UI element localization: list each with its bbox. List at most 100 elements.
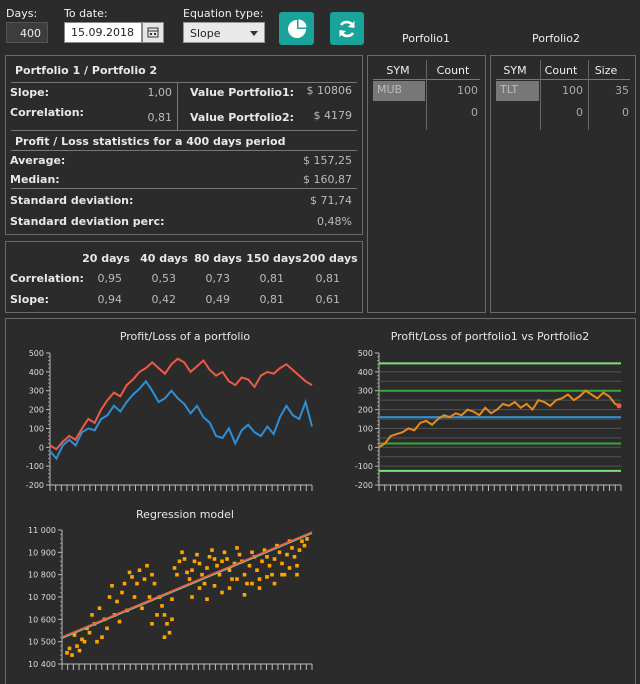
period-correlation-cell: 0,73 [205,272,231,285]
scatter-point [150,572,154,577]
std-perc-label: Standard deviation perc: [10,215,165,228]
period-header: 40 days [140,252,188,265]
period-correlation-cell: 0,81 [315,272,341,285]
days-input[interactable]: 400 [6,22,48,43]
to-date-input[interactable]: 15.09.2018 [64,22,142,43]
period-slope-cell: 0,94 [97,293,123,306]
p2-row-size[interactable]: 0 [622,106,629,119]
scatter-point [207,555,212,559]
y-tick-label: 10 900 [28,548,56,557]
scatter-point [242,572,247,577]
scatter-point [97,606,102,610]
scatter-point [65,651,69,655]
refresh-button[interactable] [330,12,364,45]
chart3-title: Regression model [136,508,234,521]
scatter-point [190,595,194,599]
summary-title: Portfolio 1 / Portfolio 2 [15,64,158,77]
scatter-point [105,626,109,631]
scatter-point [270,572,274,577]
p2-row-size[interactable]: 35 [615,84,629,97]
scatter-point [77,648,82,653]
scatter-point [127,570,132,575]
scatter-point [290,546,294,550]
std-value: $ 71,74 [310,194,352,207]
calendar-button[interactable] [142,22,164,43]
scatter-point [257,577,262,581]
scatter-point [255,568,259,572]
to-date-label: To date: [64,7,108,20]
scatter-point [280,561,284,566]
days-label: Days: [6,7,38,20]
scatter-point [150,622,154,626]
scatter-point [300,539,304,543]
scatter-point [182,557,187,561]
period-slope-label: Slope: [10,293,49,306]
pie-chart-button[interactable] [279,12,314,45]
p1-row-count[interactable]: 100 [457,84,478,97]
y-tick-label: -100 [26,462,44,471]
regression-line-upper [61,532,313,639]
scatter-point [237,552,242,557]
calendar-icon [147,27,159,38]
scatter-point [227,586,232,590]
value-p1: $ 10806 [306,84,353,97]
p2-row-count[interactable]: 100 [562,84,583,97]
scatter-point [67,646,72,651]
scatter-point [140,606,144,610]
scatter-point [132,595,137,599]
equation-type-select[interactable]: Slope [183,22,265,43]
scatter-point [180,550,184,555]
scatter-point [110,584,114,588]
y-tick-label: 500 [358,349,373,358]
period-header: 20 days [82,252,130,265]
scatter-point [107,595,112,599]
scatter-point [160,604,164,608]
portfolio2-table: SYM Count Size TLT 100 35 0 0 [490,55,636,313]
period-correlation-cell: 0,95 [97,272,123,285]
scatter-point [170,617,174,622]
scatter-point [227,568,232,572]
scatter-point [257,586,262,590]
series-line [378,389,622,449]
scatter-point [267,563,272,568]
scatter-point [120,590,124,595]
scatter-point [115,599,119,604]
y-tick-label: 100 [29,424,44,433]
p2-row-count[interactable]: 0 [576,106,583,119]
profit-loss-chart: 500 400 300 200 100 0 -100 -200 [26,349,313,491]
y-tick-label: 400 [29,368,44,377]
scatter-point [177,559,182,564]
scatter-point [302,543,307,548]
average-label: Average: [10,154,66,167]
scatter-point [72,633,77,637]
scatter-point [265,555,269,559]
p1-row-sym[interactable]: MUB [373,81,425,101]
y-tick-label: 500 [29,349,44,358]
scatter-point [87,630,92,635]
portfolio2-title: Porfolio2 [532,32,580,45]
scatter-point [230,577,234,581]
scatter-point [130,575,134,579]
scatter-point [187,577,192,581]
period-header: 80 days [194,252,242,265]
scatter-point [197,586,202,590]
scatter-point [142,577,147,581]
y-tick-label: 10 700 [28,593,56,602]
scatter-point [272,557,277,561]
p1-col-sym: SYM [386,64,410,77]
p2-col-sym: SYM [503,64,527,77]
value-p2-label: Value Portfolio2: [190,111,295,124]
scatter-point [162,613,167,617]
p2-row-sym[interactable]: TLT [496,81,539,101]
p1-row-count[interactable]: 0 [471,106,478,119]
scatter-point [232,561,237,566]
scatter-point [260,559,264,564]
scatter-point [247,563,252,568]
scatter-point [95,639,99,644]
scatter-point [165,622,169,626]
y-tick-label: 400 [358,368,373,377]
median-value: $ 160,87 [303,173,352,186]
scatter-point [147,595,152,599]
slope-value: 1,00 [147,86,173,99]
scatter-point [205,566,209,570]
